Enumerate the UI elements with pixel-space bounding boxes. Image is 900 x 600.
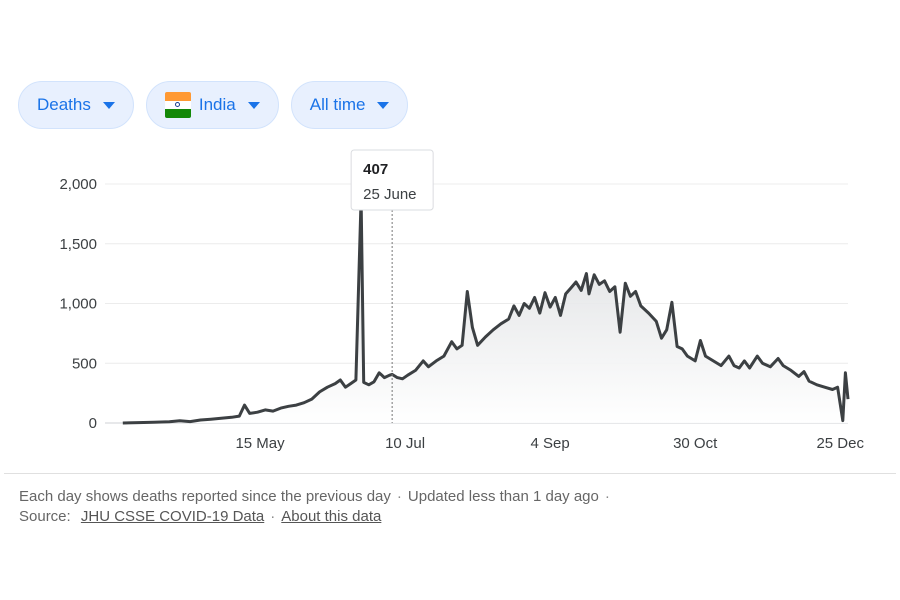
y-tick-label: 1,500 <box>59 236 97 253</box>
range-label: All time <box>309 95 366 114</box>
about-link[interactable]: About this data <box>281 508 382 525</box>
series-area <box>122 198 849 423</box>
series-line <box>122 196 850 425</box>
footer-note: Each day shows deaths reported since the… <box>19 488 391 505</box>
source-label: Source: <box>19 508 71 525</box>
metric-label: Deaths <box>37 95 91 114</box>
y-tick-label: 2,000 <box>59 176 97 193</box>
caret-down-icon <box>102 101 115 109</box>
x-tick-label: 30 Oct <box>673 435 718 452</box>
y-tick-label: 500 <box>72 355 97 372</box>
deaths-line-chart[interactable]: 0 500 1,000 1,500 2,000 15 May 10 Jul 4 Sep 30 … <box>0 140 900 460</box>
x-tick-label: 25 Dec <box>816 435 864 452</box>
india-flag-icon <box>164 92 191 118</box>
tooltip-date: 25 June <box>363 186 416 203</box>
source-link[interactable]: JHU CSSE COVID-19 Data <box>80 508 265 525</box>
x-tick-label: 4 Sep <box>531 435 570 452</box>
divider <box>4 473 896 474</box>
tooltip-value: 407 <box>363 161 388 178</box>
y-tick-label: 0 <box>89 415 97 432</box>
caret-down-icon <box>247 101 260 109</box>
country-label: India <box>198 95 236 114</box>
range-dropdown[interactable]: All time <box>290 81 409 129</box>
chart-footer: Each day shows deaths reported since the… <box>19 488 610 525</box>
x-tick-label: 10 Jul <box>385 435 425 452</box>
metric-dropdown[interactable]: Deaths <box>18 81 134 129</box>
y-tick-label: 1,000 <box>59 296 97 313</box>
tooltip: 407 25 June <box>350 149 434 211</box>
tooltip-box <box>350 149 434 211</box>
updated-text: Updated less than 1 day ago <box>407 488 599 505</box>
country-dropdown[interactable]: India <box>145 81 279 129</box>
x-tick-label: 15 May <box>235 435 285 452</box>
filter-bar: Deaths India All time <box>18 81 409 129</box>
caret-down-icon <box>377 101 390 109</box>
